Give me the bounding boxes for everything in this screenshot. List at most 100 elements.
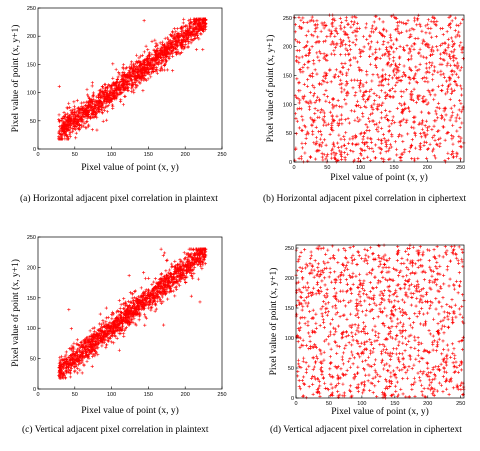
scatter-point xyxy=(296,362,301,366)
scatter-point xyxy=(136,79,140,83)
scatter-point xyxy=(68,132,72,136)
scatter-point xyxy=(129,78,133,82)
scatter-point xyxy=(79,125,84,129)
scatter-point xyxy=(57,113,61,117)
scatter-point xyxy=(309,256,313,261)
scatter-point xyxy=(438,285,443,289)
scatter-point xyxy=(150,39,154,43)
scatter-point xyxy=(389,381,394,386)
scatter-point xyxy=(111,62,115,66)
scatter-point xyxy=(147,51,152,55)
scatter-point xyxy=(302,394,306,398)
scatter-point xyxy=(364,308,369,312)
scatter-point xyxy=(371,286,375,291)
scatter-point xyxy=(453,303,457,307)
scatter-point xyxy=(364,359,368,363)
scatter-point xyxy=(121,65,125,69)
scatter-point xyxy=(372,362,376,366)
scatter-point xyxy=(361,391,365,395)
scatter-point xyxy=(203,28,208,32)
scatter-point xyxy=(403,283,407,287)
scatter-point xyxy=(296,259,300,264)
scatter-point xyxy=(371,308,375,312)
scatter-point xyxy=(381,266,385,270)
scatter-point xyxy=(421,250,425,254)
scatter-points-d xyxy=(294,243,466,400)
scatter-point xyxy=(334,312,338,316)
scatter-point xyxy=(379,290,383,294)
scatter-point xyxy=(356,323,361,327)
scatter-point xyxy=(413,284,417,288)
scatter-point xyxy=(155,71,160,75)
scatter-point xyxy=(85,116,89,120)
scatter-point xyxy=(410,366,414,371)
scatter-point xyxy=(406,368,410,372)
scatter-point xyxy=(373,384,377,388)
scatter-point xyxy=(349,312,353,316)
scatter-point xyxy=(441,295,445,300)
scatter-point xyxy=(85,87,89,92)
scatter-point xyxy=(434,349,439,353)
scatter-point xyxy=(382,262,386,266)
scatter-point xyxy=(388,357,393,362)
scatter-point xyxy=(131,83,135,87)
scatter-point xyxy=(397,340,401,344)
scatter-point xyxy=(442,347,446,352)
scatter-point xyxy=(428,304,433,308)
scatter-point xyxy=(328,333,332,337)
scatter-point xyxy=(361,321,366,325)
scatter-point xyxy=(302,382,307,386)
scatter-point xyxy=(306,320,310,324)
scatter-point xyxy=(311,382,315,386)
scatter-point xyxy=(75,98,79,103)
scatter-point xyxy=(420,390,424,394)
scatter-point xyxy=(121,63,126,67)
scatter-point xyxy=(452,287,457,291)
scatter-point xyxy=(358,278,362,282)
scatter-point xyxy=(194,25,198,29)
scatter-point xyxy=(301,338,305,342)
scatter-point xyxy=(383,306,387,310)
scatter-points-a xyxy=(57,17,208,141)
scatter-point xyxy=(362,279,366,283)
scatter-point xyxy=(417,340,421,345)
scatter-point xyxy=(158,41,162,45)
scatter-point xyxy=(109,99,114,104)
scatter-point xyxy=(193,36,198,40)
scatter-point xyxy=(100,111,105,115)
scatter-point xyxy=(163,36,167,40)
scatter-point xyxy=(356,309,360,313)
scatter-point xyxy=(320,312,324,316)
scatter-point xyxy=(336,324,341,328)
scatter-point xyxy=(364,253,368,257)
scatter-point xyxy=(329,382,333,386)
scatter-point xyxy=(401,376,405,381)
scatter-point xyxy=(174,29,178,33)
scatter-point xyxy=(175,27,180,31)
scatter-point xyxy=(296,369,300,374)
scatter-point xyxy=(408,323,412,327)
scatter-point xyxy=(415,315,419,319)
scatter-point xyxy=(138,81,142,85)
scatter-point xyxy=(303,248,307,252)
scatter-point xyxy=(94,110,98,114)
scatter-point xyxy=(458,312,462,316)
scatter-point xyxy=(382,289,386,293)
scatter-point xyxy=(443,324,447,328)
scatter-point xyxy=(97,106,101,110)
scatter-point xyxy=(395,268,399,272)
scatter-point xyxy=(454,360,458,364)
scatter-point xyxy=(401,322,405,326)
scatter-point xyxy=(413,394,417,399)
scatter-point xyxy=(387,298,391,302)
scatter-point xyxy=(369,246,373,250)
scatter-point xyxy=(330,386,334,390)
scatter-point xyxy=(427,248,431,252)
scatter-point xyxy=(146,77,150,81)
scatter-point xyxy=(104,118,109,122)
scatter-point xyxy=(322,321,326,325)
scatter-point xyxy=(398,310,403,314)
scatter-point xyxy=(342,391,346,395)
scatter-point xyxy=(449,245,453,249)
